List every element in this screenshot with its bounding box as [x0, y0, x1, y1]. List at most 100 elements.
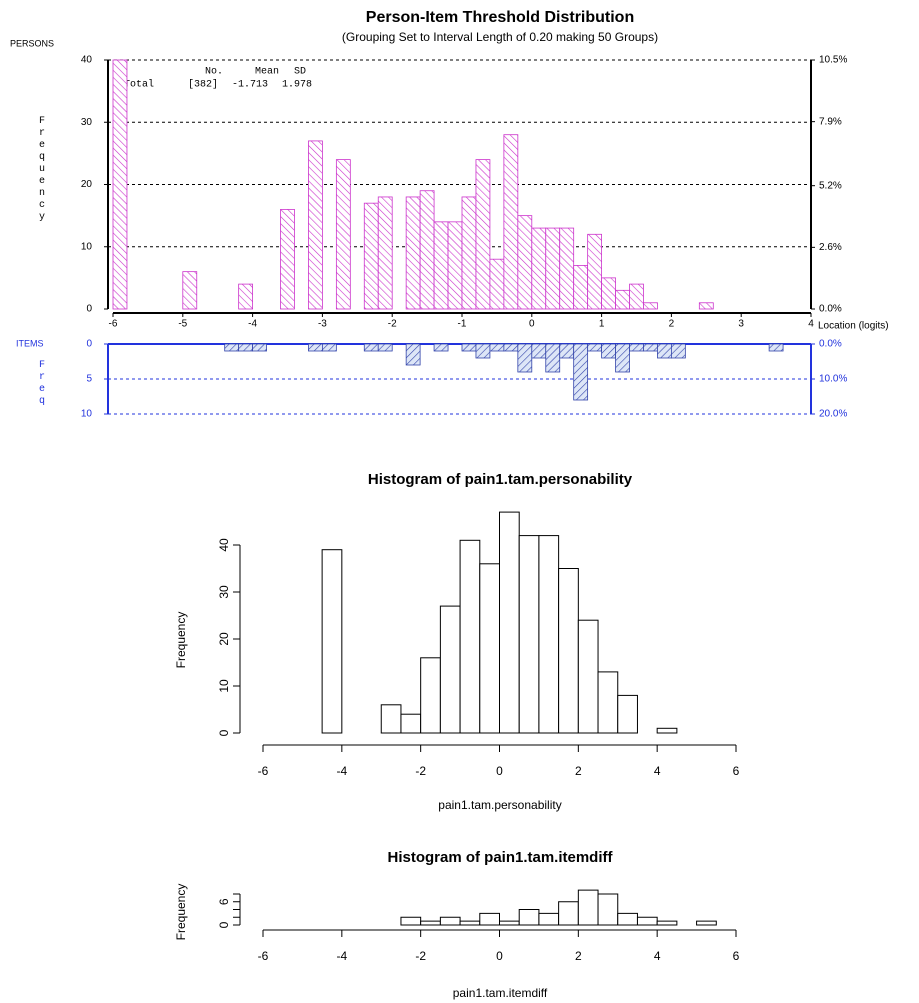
bar	[475, 343, 491, 359]
bar	[420, 920, 441, 926]
x-tick-label: 0	[529, 319, 535, 330]
y2-tick-label: 10.0%	[819, 374, 847, 385]
y-label: ITEMS	[16, 338, 44, 348]
y-tick-label: 40	[81, 55, 93, 66]
bar	[636, 916, 658, 926]
x-tick-label: -2	[415, 764, 426, 778]
x-tick-label: -6	[258, 949, 269, 963]
y-tick-label: 30	[81, 117, 93, 128]
bar	[433, 221, 449, 310]
bar	[405, 343, 421, 366]
y-label: PERSONS	[10, 38, 54, 48]
bar	[252, 343, 267, 352]
x-tick-label: -6	[109, 319, 118, 330]
stats-label: Total	[124, 79, 154, 91]
bar	[768, 343, 784, 352]
y-tick-label: 20	[217, 632, 231, 646]
bar	[601, 343, 616, 359]
x-tick-label: 0	[496, 764, 503, 778]
bar	[643, 343, 658, 352]
bar	[439, 916, 461, 926]
bar	[308, 343, 323, 352]
y-tick-label: 0	[86, 304, 92, 315]
chart-subtitle: (Grouping Set to Interval Length of 0.20…	[342, 30, 658, 44]
x-tick-label: -2	[415, 949, 426, 963]
y-tick-label: 0	[86, 339, 92, 350]
x-tick-label: 2	[669, 319, 675, 330]
x-tick-label: 0	[496, 949, 503, 963]
bar	[538, 535, 560, 734]
x-tick-label: 1	[599, 319, 605, 330]
bar	[517, 215, 533, 310]
bar	[577, 889, 599, 926]
bar	[615, 289, 630, 310]
x-tick-label: -3	[318, 319, 327, 330]
bar	[321, 549, 343, 734]
bar	[377, 196, 393, 310]
bar	[335, 159, 351, 310]
y-tick-label: 5	[86, 374, 92, 385]
bar	[617, 912, 638, 926]
bar	[587, 343, 603, 352]
stats-header: SD	[294, 67, 306, 78]
y-label-vertical: Frequency	[38, 116, 45, 223]
y-tick-label: 10	[217, 679, 231, 693]
chart-title: Person-Item Threshold Distribution	[366, 9, 634, 26]
stats-value: 1.978	[282, 80, 312, 91]
bar	[656, 920, 678, 926]
bar	[224, 343, 240, 352]
stats-header: No.	[205, 67, 223, 78]
x-label: Location (logits)	[818, 321, 889, 332]
bar	[517, 343, 533, 373]
bar	[238, 283, 253, 310]
x-label: pain1.tam.itemdiff	[453, 986, 548, 1000]
y-tick-label: 40	[217, 538, 231, 552]
bar	[503, 343, 519, 352]
chart-title: Histogram of pain1.tam.itemdiff	[387, 849, 613, 866]
x-tick-label: -4	[336, 764, 347, 778]
x-tick-label: -1	[458, 319, 467, 330]
bar	[489, 258, 505, 310]
bar	[112, 59, 128, 310]
bar	[499, 920, 520, 926]
bar	[489, 343, 505, 352]
bar	[573, 265, 589, 310]
y-tick-label: 0	[217, 729, 231, 736]
x-tick-label: 4	[654, 949, 661, 963]
bar	[400, 713, 422, 734]
bar	[439, 605, 461, 734]
bar	[479, 563, 500, 734]
x-tick-label: -6	[258, 764, 269, 778]
bar	[420, 657, 441, 734]
bar	[545, 227, 561, 310]
bar	[459, 539, 481, 734]
bar	[657, 343, 672, 359]
bar	[671, 343, 686, 359]
bar	[573, 343, 589, 401]
bar	[558, 901, 579, 926]
x-tick-label: 6	[733, 764, 740, 778]
bar	[597, 671, 619, 734]
bar	[400, 916, 422, 926]
y-tick-label: 10	[81, 241, 93, 252]
bar	[656, 727, 678, 734]
y-tick-label: 30	[217, 585, 231, 599]
bar	[629, 283, 644, 310]
bar	[696, 920, 717, 926]
bar	[538, 912, 560, 926]
x-tick-label: 4	[654, 764, 661, 778]
y-tick-label: 20	[81, 179, 93, 190]
bar	[182, 271, 198, 310]
bar	[629, 343, 644, 352]
bar	[280, 208, 295, 310]
bar	[577, 619, 599, 734]
y-tick-label: 10	[81, 409, 93, 420]
stats-box: No. Mean SD Total [382] -1.713 1.978	[124, 67, 312, 91]
y2-tick-label: 7.9%	[819, 116, 842, 127]
bar	[475, 159, 491, 310]
bar	[459, 920, 481, 926]
y2-tick-label: 2.6%	[819, 242, 842, 253]
chart-title: Histogram of pain1.tam.personability	[368, 471, 633, 488]
bar	[308, 140, 323, 310]
x-tick-label: 2	[575, 764, 582, 778]
